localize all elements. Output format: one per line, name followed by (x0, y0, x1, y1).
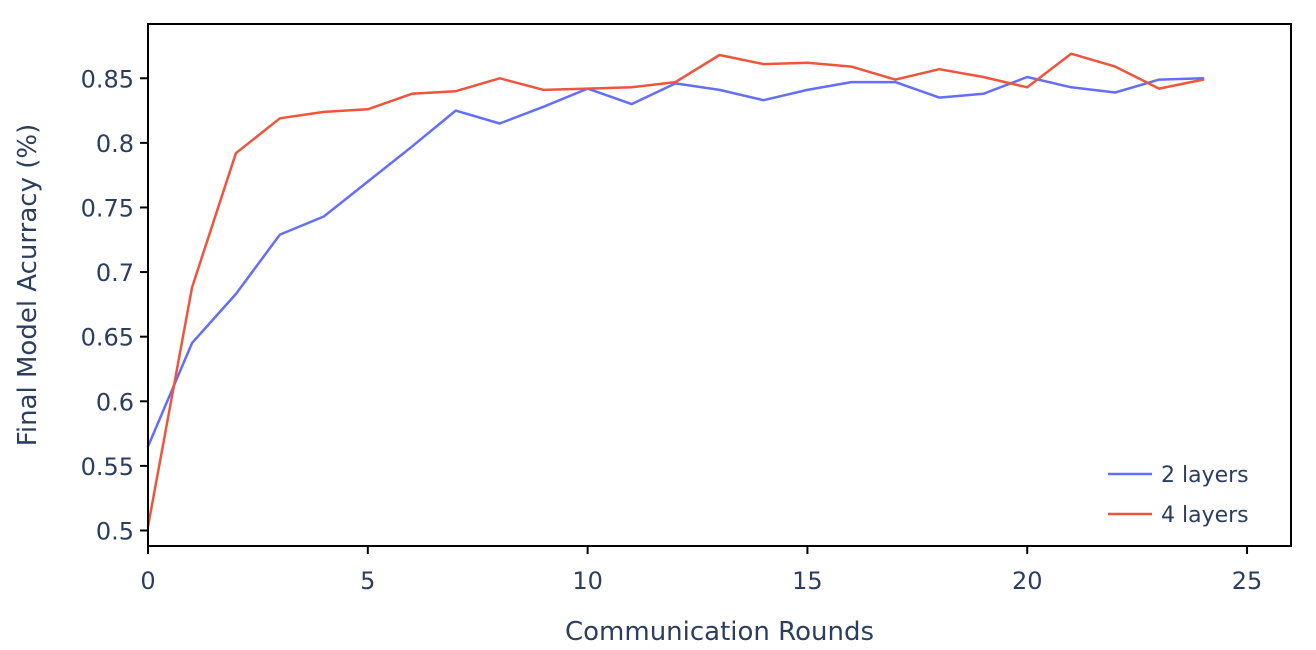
x-tick-label: 0 (140, 567, 155, 595)
y-tick-label: 0.7 (96, 259, 134, 287)
plot-area-series (146, 52, 1205, 528)
x-tick-label: 25 (1232, 567, 1263, 595)
y-tick-label: 0.85 (81, 65, 134, 93)
y-tick-label: 0.75 (81, 194, 134, 222)
x-tick-label: 10 (572, 567, 603, 595)
y-tick-label: 0.55 (81, 453, 134, 481)
y-tick-label: 0.6 (96, 388, 134, 416)
plot-frame (147, 23, 1292, 547)
y-tick-label: 0.5 (96, 517, 134, 545)
legend-label-2: 4 layers (1161, 503, 1249, 528)
legend: 2 layers 4 layers (1108, 463, 1249, 528)
x-tick-label: 5 (360, 567, 375, 595)
x-axis-ticks: 0 5 10 15 20 25 (140, 546, 1262, 595)
x-tick-label: 20 (1012, 567, 1043, 595)
x-axis-title: Communication Rounds (565, 617, 874, 647)
y-tick-label: 0.65 (81, 324, 134, 352)
series-line-1 (146, 75, 1205, 448)
y-tick-label: 0.8 (96, 130, 134, 158)
y-axis-ticks: 0.5 0.55 0.6 0.65 0.7 0.75 0.8 0.85 (81, 65, 148, 545)
legend-label-1: 2 layers (1161, 463, 1249, 488)
y-axis-title: Final Model Acurracy (%) (13, 124, 43, 446)
series-line-2 (146, 52, 1205, 528)
x-tick-label: 15 (792, 567, 823, 595)
